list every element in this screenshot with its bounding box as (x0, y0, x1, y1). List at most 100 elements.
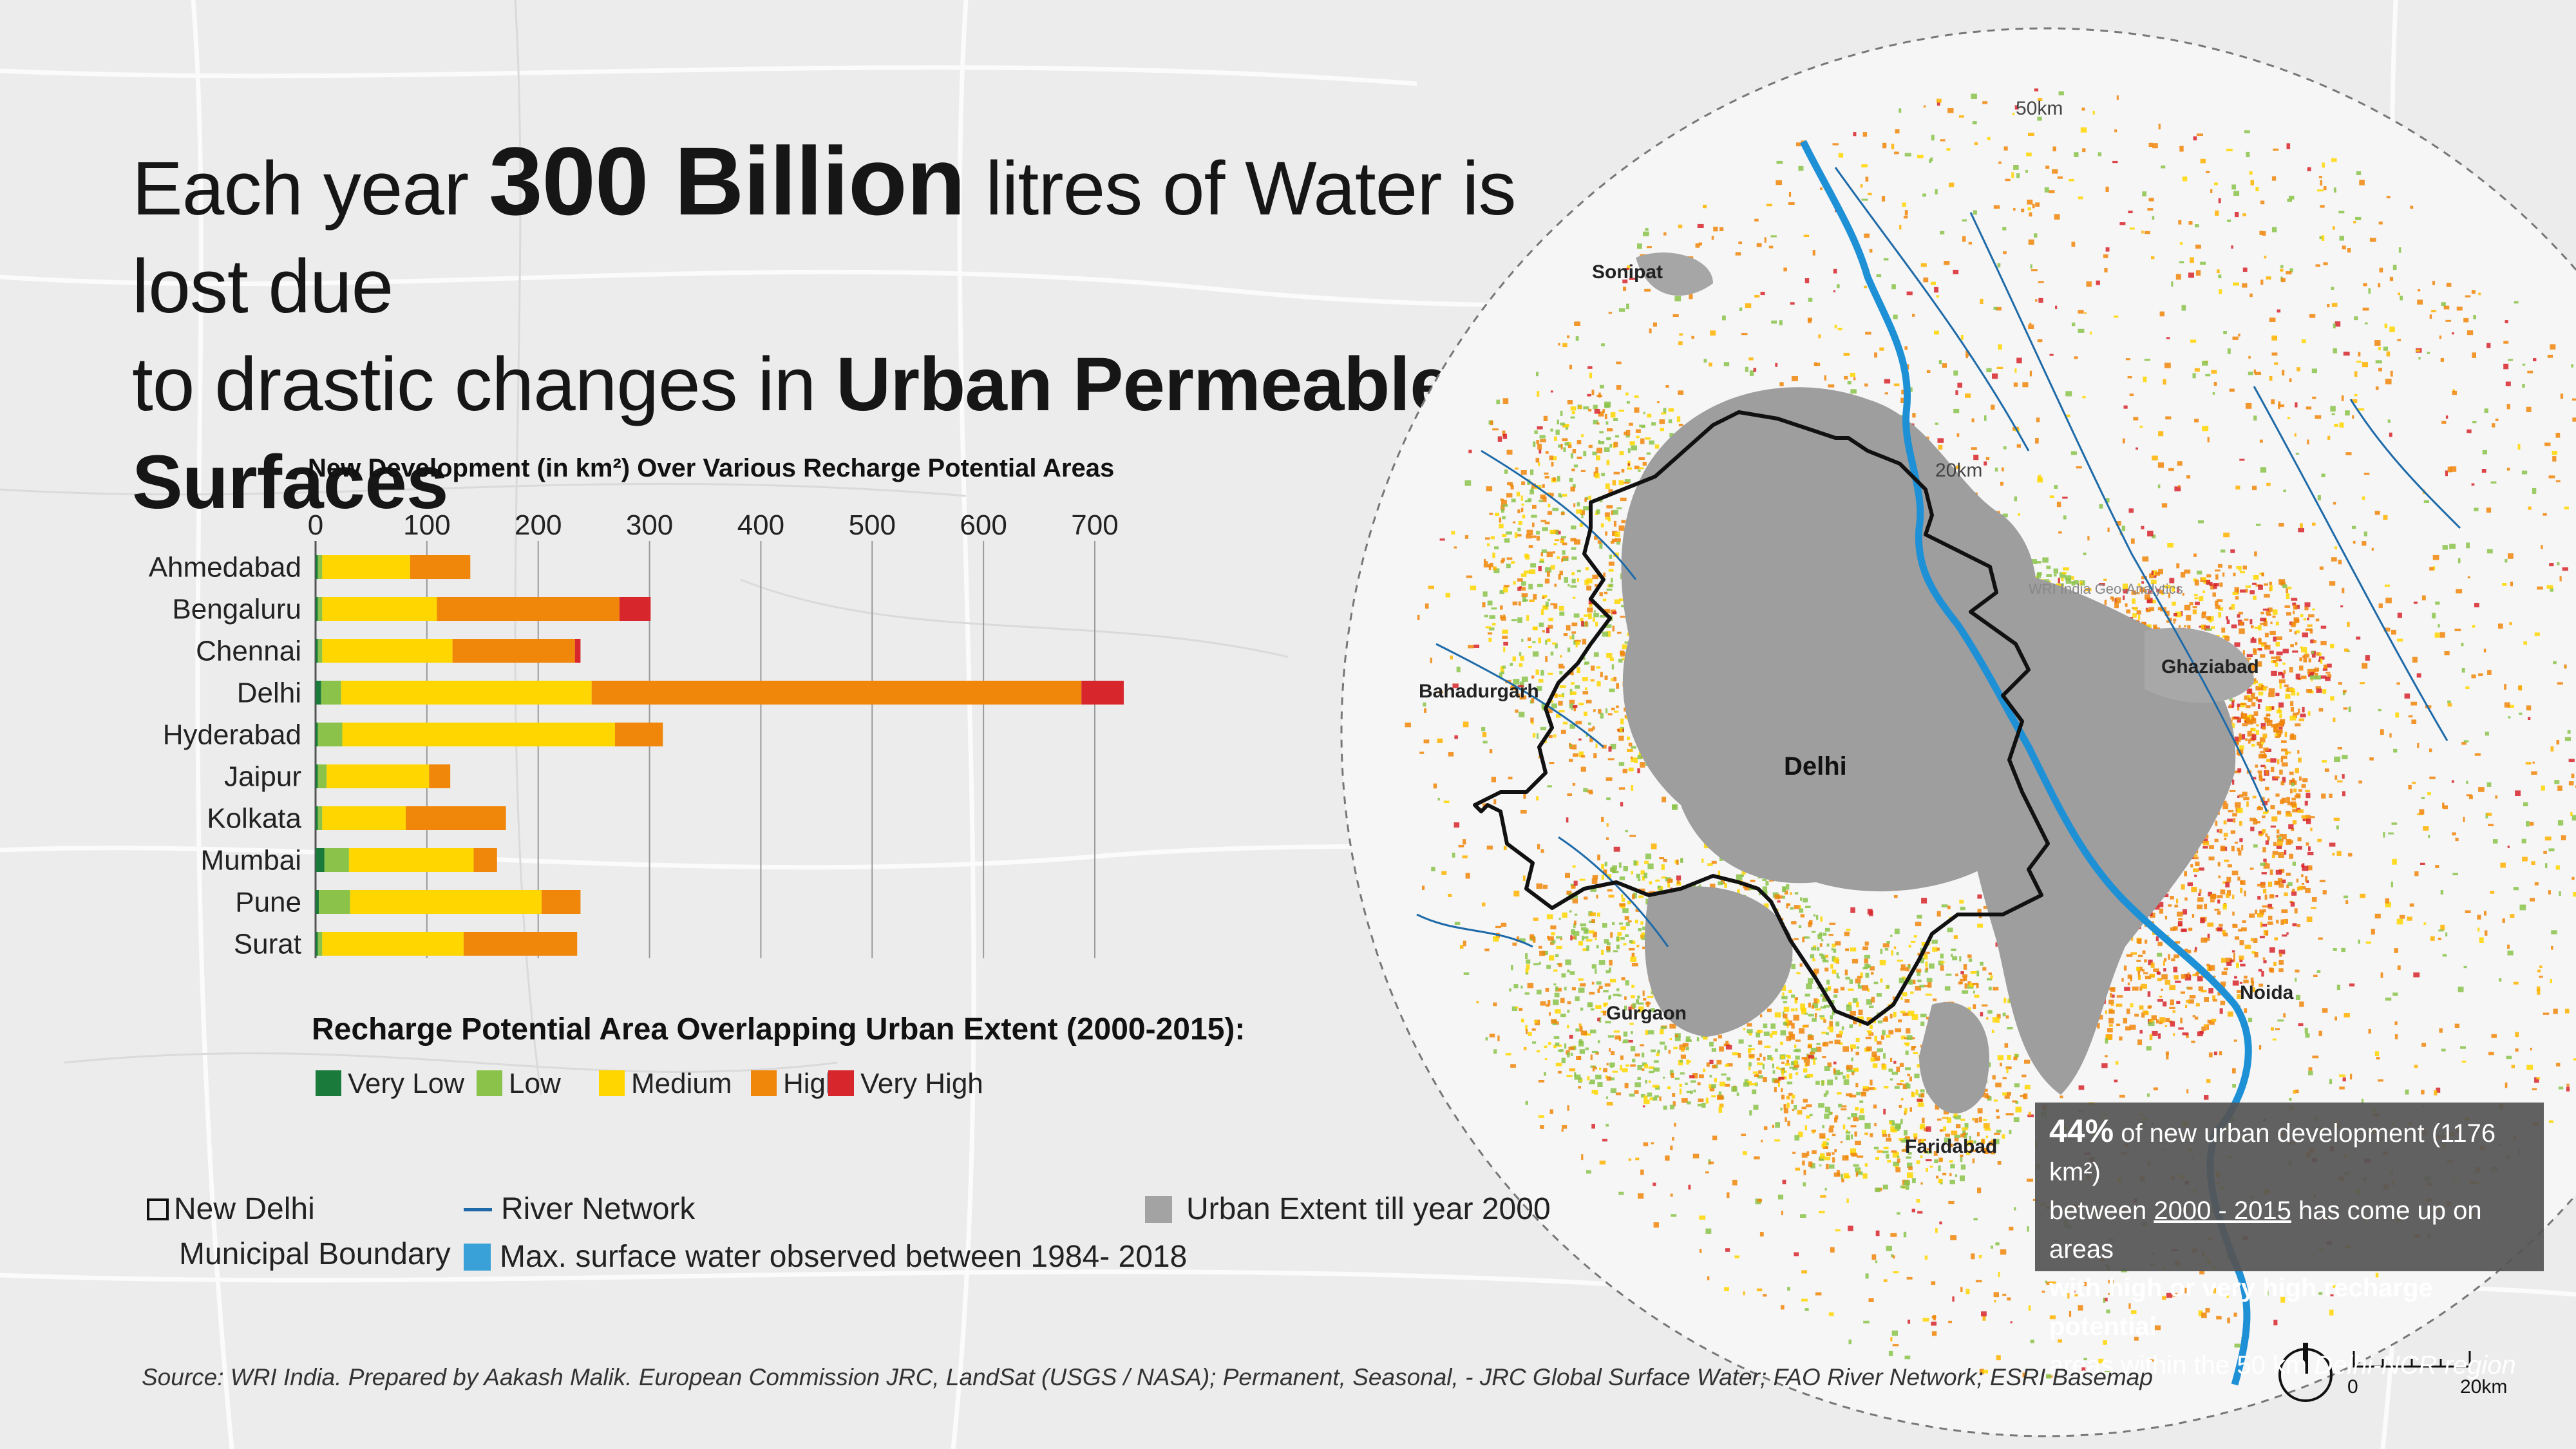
bar-segment (316, 848, 325, 872)
category-label: Hyderabad (163, 719, 301, 751)
urban-extent-faridabad (1919, 1002, 1989, 1113)
bar-segment (316, 932, 318, 956)
insight-callout: 44% of new urban development (1176 km²) … (2035, 1103, 2544, 1379)
headline-text-1: Each year (132, 146, 489, 231)
bar-segment (322, 555, 410, 579)
legend-boundary-label-1: New Delhi (174, 1192, 315, 1226)
chart-title: New Development (in km²) Over Various Re… (308, 454, 1114, 482)
callout-text-2: between (2049, 1197, 2154, 1225)
legend-urban-label: Urban Extent till year 2000 (1186, 1192, 1551, 1226)
bar-segment (350, 890, 542, 914)
scale-bar (2353, 1351, 2471, 1368)
category-label: Surat (234, 929, 301, 960)
bar-segment (322, 639, 453, 663)
callout-period: 2000 - 2015 (2154, 1197, 2291, 1225)
urban-extent-east (1943, 565, 2236, 1095)
map-label-noida: Noida (2240, 982, 2294, 1003)
bar-segment (319, 890, 350, 914)
legend-title: Recharge Potential Area Overlapping Urba… (312, 1012, 1245, 1046)
legend-boundary: New Delhi (147, 1191, 315, 1227)
bar-segment (316, 681, 321, 705)
legend-swatch (751, 1070, 777, 1096)
legend-boundary-line2: Municipal Boundary (179, 1237, 451, 1271)
bar-segment (322, 597, 437, 621)
source-note: Source: WRI India. Prepared by Aakash Ma… (142, 1364, 2153, 1390)
bar-segment (317, 555, 323, 579)
ring-label-50km: 50km (2016, 98, 2063, 119)
legend-swatch (316, 1070, 341, 1096)
north-arrow (2278, 1343, 2333, 1402)
category-label: Chennai (196, 636, 301, 667)
scale-label-0: 0 (2347, 1376, 2358, 1397)
delhi-municipal-boundary (1473, 410, 2050, 1026)
boundary-swatch (147, 1198, 169, 1220)
category-label: Delhi (237, 677, 301, 709)
x-tick-label: 500 (849, 509, 896, 541)
legend-label: Very Low (348, 1068, 464, 1099)
category-label: Bengaluru (172, 594, 301, 625)
callout-text-4: areas within the 50 km (2049, 1351, 2315, 1379)
urban-swatch (1145, 1196, 1172, 1223)
bar-segment (316, 764, 318, 788)
bar-segment (316, 639, 318, 663)
map-label-faridabad: Faridabad (1905, 1136, 1997, 1157)
bar-segment (342, 723, 615, 746)
bar-segment (614, 723, 663, 746)
map-label-bahadurgarh: Bahadurgarh (1419, 681, 1539, 702)
map-label-gurgaon: Gurgaon (1606, 1003, 1687, 1024)
headline-text-3: to drastic changes in (132, 342, 837, 427)
headline-highlight-2: Urban Permeable Surfaces (132, 342, 1452, 525)
bar-segment (541, 890, 581, 914)
bar-segment (406, 806, 506, 830)
urban-extent-gurgaon (1645, 886, 1793, 1037)
scale-label-20km: 20km (2460, 1376, 2507, 1397)
map-label-ghaziabad: Ghaziabad (2161, 656, 2259, 677)
callout-emphasis: with high or very high recharge potentia… (2049, 1274, 2433, 1341)
legend-water-label: Max. surface water observed between 1984… (500, 1240, 1188, 1274)
legend-swatch (599, 1070, 625, 1096)
bar-segment (341, 681, 592, 705)
legend-label: Very High (860, 1068, 983, 1099)
bar-segment (317, 639, 323, 663)
callout-percentage: 44% (2049, 1113, 2114, 1149)
bar-segment (317, 764, 327, 788)
x-tick-label: 100 (403, 509, 450, 541)
water-swatch (464, 1244, 491, 1271)
category-label: Ahmedabad (149, 552, 301, 583)
bar-segment (324, 848, 349, 872)
category-label: Mumbai (201, 845, 302, 876)
bar-segment (317, 932, 323, 956)
legend-swatch (828, 1070, 854, 1096)
bar-segment (452, 639, 575, 663)
bar-segment (316, 806, 318, 830)
bar-segment (574, 639, 581, 663)
x-tick-label: 400 (737, 509, 784, 541)
bar-segment (327, 764, 430, 788)
legend-river-label: River Network (501, 1192, 696, 1226)
bar-segment (317, 723, 343, 746)
bar-segment (316, 723, 318, 746)
bar-segment (473, 848, 497, 872)
headline-text-2: litres of Water is lost due (132, 146, 1517, 329)
bar-segment (322, 806, 406, 830)
legend-urban: Urban Extent till year 2000 (1145, 1191, 1551, 1227)
bar-segment (316, 555, 318, 579)
map-watermark: WRI India Geo-Analytics (2029, 581, 2183, 597)
callout-text-1: of new urban development (1176 km²) (2049, 1119, 2496, 1186)
bar-segment (317, 597, 323, 621)
bar-segment (1081, 681, 1124, 705)
category-label: Pune (235, 887, 301, 918)
bar-segment (410, 555, 471, 579)
bar-segment (348, 848, 474, 872)
legend-river: River Network (464, 1191, 695, 1227)
legend-label: Medium (631, 1068, 732, 1099)
x-tick-label: 600 (960, 509, 1007, 541)
bar-segment (429, 764, 451, 788)
legend-swatch (477, 1070, 502, 1096)
river-swatch (464, 1208, 492, 1211)
bar-segment (591, 681, 1082, 705)
bar-segment (316, 890, 319, 914)
legend-water: Max. surface water observed between 1984… (464, 1239, 1187, 1274)
